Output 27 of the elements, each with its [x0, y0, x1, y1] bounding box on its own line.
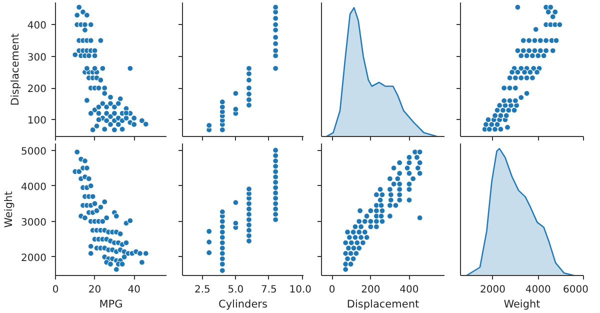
x-axis-title: Cylinders: [218, 298, 268, 310]
x-tick-label: 40: [128, 284, 140, 296]
x-tick-label: 400: [400, 284, 419, 296]
y-tick-label: 400: [27, 20, 47, 32]
y-tick-label: 100: [27, 116, 47, 127]
x-axis-title: Weight: [504, 298, 540, 310]
y-axis-title: Weight: [3, 191, 16, 228]
y-tick-label: 5000: [21, 146, 47, 158]
y-tick-label: 300: [27, 52, 47, 64]
y-axis-title: Displacement: [9, 33, 22, 106]
x-axis-title: Displacement: [346, 298, 420, 310]
x-tick-label: 0: [52, 284, 59, 296]
y-tick-label: 200: [27, 84, 47, 96]
x-tick-label: 20: [88, 284, 102, 296]
x-tick-label: 2000: [480, 284, 506, 296]
x-tick-label: 2.5: [194, 284, 210, 296]
y-tick-label: 3000: [21, 217, 47, 228]
x-tick-label: 5.0: [228, 284, 244, 296]
x-tick-label: 0: [328, 284, 336, 296]
x-axis-title: MPG: [99, 298, 123, 310]
x-tick-label: 7.5: [260, 284, 277, 296]
x-tick-label: 10.0: [289, 284, 312, 296]
x-tick-label: 200: [361, 284, 380, 296]
y-tick-label: 4000: [21, 182, 47, 193]
y-tick-label: 2000: [21, 253, 47, 264]
x-tick-label: 6000: [563, 284, 589, 296]
x-tick-label: 4000: [525, 284, 551, 296]
